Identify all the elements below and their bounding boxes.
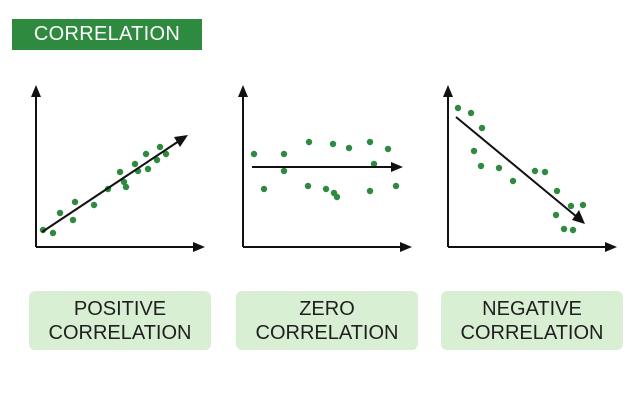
data-point xyxy=(477,162,485,170)
positive-correlation-label: POSITIVE CORRELATION xyxy=(29,291,211,350)
data-point xyxy=(250,150,258,158)
data-point xyxy=(495,164,503,172)
data-point xyxy=(392,182,400,190)
label-line-2: CORRELATION xyxy=(255,321,399,344)
data-point xyxy=(305,138,313,146)
data-point xyxy=(370,160,378,168)
negative-trend-arrow xyxy=(455,116,585,224)
data-point xyxy=(49,229,57,237)
zero-correlation-plot xyxy=(238,85,412,252)
data-point xyxy=(322,185,330,193)
data-point xyxy=(366,187,374,195)
data-point xyxy=(531,167,539,175)
data-point xyxy=(560,225,568,233)
label-line-1: NEGATIVE xyxy=(482,297,582,320)
data-point xyxy=(71,198,79,206)
data-point xyxy=(553,187,561,195)
trend-arrowhead xyxy=(174,135,188,147)
zero-correlation-axes xyxy=(238,85,412,252)
trend-arrowhead xyxy=(391,162,403,172)
data-point xyxy=(467,109,475,117)
data-point xyxy=(39,226,47,234)
data-point xyxy=(122,183,130,191)
positive-correlation-plot xyxy=(31,85,205,252)
trend-line xyxy=(41,140,180,233)
label-line-2: CORRELATION xyxy=(48,321,192,344)
zero-trend-arrow xyxy=(252,162,403,172)
y-axis-arrowhead xyxy=(31,85,41,97)
x-axis-arrowhead xyxy=(193,242,205,252)
data-point xyxy=(384,145,392,153)
positive-correlation-points xyxy=(39,143,170,237)
data-point xyxy=(156,143,164,151)
y-axis-arrowhead xyxy=(443,85,453,97)
data-point xyxy=(541,168,549,176)
data-point xyxy=(333,193,341,201)
negative-correlation-label: NEGATIVE CORRELATION xyxy=(441,291,623,350)
page-title: CORRELATION xyxy=(33,23,181,45)
data-point xyxy=(280,167,288,175)
negative-correlation-points xyxy=(454,104,587,234)
positive-correlation-panel xyxy=(30,80,230,260)
data-point xyxy=(366,138,374,146)
positive-trend-arrow xyxy=(41,135,188,233)
data-point xyxy=(131,160,139,168)
title-badge: CORRELATION xyxy=(12,19,202,50)
label-line-1: ZERO xyxy=(299,297,355,320)
data-point xyxy=(56,209,64,217)
negative-correlation-panel xyxy=(442,80,630,260)
data-point xyxy=(260,185,268,193)
positive-correlation-axes xyxy=(31,85,205,252)
data-point xyxy=(144,165,152,173)
data-point xyxy=(345,144,353,152)
data-point xyxy=(454,104,462,112)
negative-correlation-plot xyxy=(443,85,617,252)
data-point xyxy=(280,150,288,158)
data-point xyxy=(470,147,478,155)
data-point xyxy=(569,226,577,234)
data-point xyxy=(153,156,161,164)
zero-correlation-points xyxy=(250,138,400,201)
x-axis-arrowhead xyxy=(605,242,617,252)
data-point xyxy=(69,216,77,224)
data-point xyxy=(509,177,517,185)
data-point xyxy=(329,140,337,148)
label-line-2: CORRELATION xyxy=(460,321,604,344)
trend-arrowhead xyxy=(572,210,585,224)
data-point xyxy=(90,201,98,209)
data-point xyxy=(142,150,150,158)
data-point xyxy=(162,150,170,158)
data-point xyxy=(567,202,575,210)
zero-correlation-label: ZERO CORRELATION xyxy=(236,291,418,350)
data-point xyxy=(116,168,124,176)
x-axis-arrowhead xyxy=(400,242,412,252)
y-axis-arrowhead xyxy=(238,85,248,97)
data-point xyxy=(579,201,587,209)
data-point xyxy=(304,182,312,190)
label-line-1: POSITIVE xyxy=(73,297,167,320)
data-point xyxy=(120,178,128,186)
negative-correlation-axes xyxy=(443,85,617,252)
zero-correlation-panel xyxy=(237,80,437,260)
data-point xyxy=(552,211,560,219)
trend-line xyxy=(455,116,578,218)
data-point xyxy=(478,124,486,132)
